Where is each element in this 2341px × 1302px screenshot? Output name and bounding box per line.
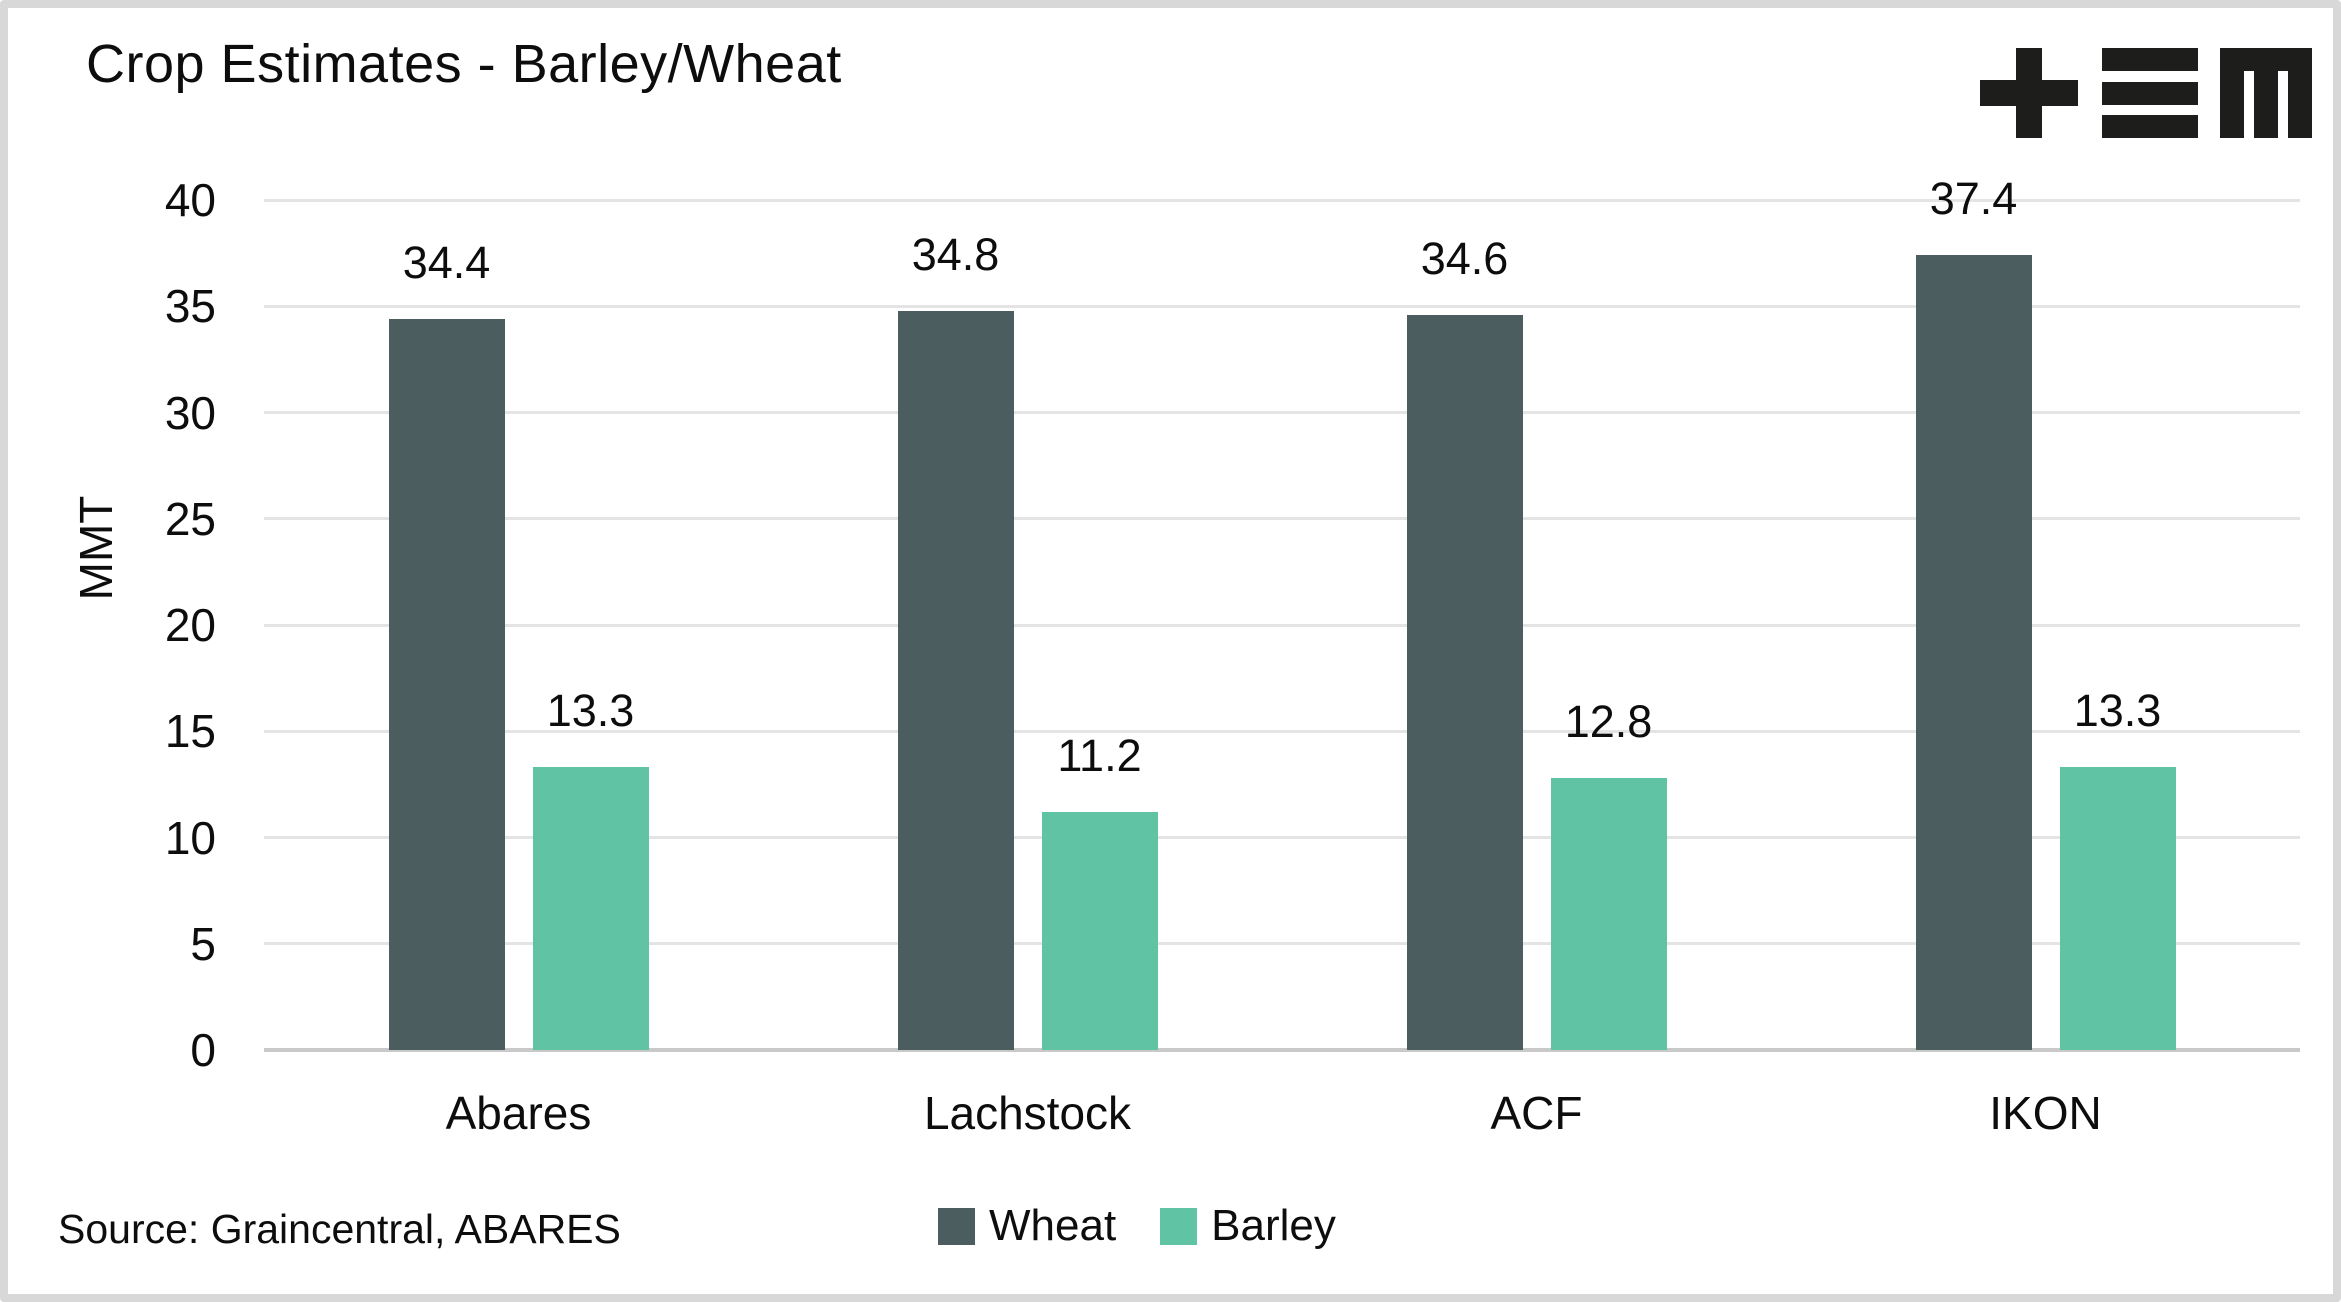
bar-barley-lachstock xyxy=(1041,812,1158,1050)
gridline xyxy=(264,198,2300,202)
gridline xyxy=(264,942,2300,946)
bar-wheat-acf xyxy=(1406,314,1523,1050)
legend-label-barley: Barley xyxy=(1211,1201,1336,1250)
y-tick-label: 0 xyxy=(190,1024,216,1076)
legend-label-wheat: Wheat xyxy=(989,1201,1117,1250)
x-axis-label-lachstock: Lachstock xyxy=(923,1087,1132,1139)
gridline xyxy=(264,729,2300,733)
legend-swatch-barley xyxy=(1160,1207,1198,1245)
legend: Wheat Barley xyxy=(938,1200,1336,1252)
bar-barley-abares xyxy=(532,767,649,1050)
value-label-wheat-acf: 34.6 xyxy=(1420,232,1509,284)
bar-wheat-ikon xyxy=(1915,255,2032,1050)
value-label-wheat-lachstock: 34.8 xyxy=(911,228,1000,280)
x-axis-label-abares: Abares xyxy=(445,1087,592,1139)
y-tick-label: 15 xyxy=(164,705,216,758)
legend-item-barley: Barley xyxy=(1160,1200,1336,1252)
chart-title: Crop Estimates - Barley/Wheat xyxy=(86,34,842,94)
m-icon xyxy=(2220,48,2312,138)
gridline xyxy=(264,836,2300,839)
plus-icon xyxy=(1980,48,2078,138)
y-tick-label: 40 xyxy=(164,174,216,226)
y-tick-label: 30 xyxy=(164,386,216,439)
gridline xyxy=(264,517,2300,521)
source-note: Source: Graincentral, ABARES xyxy=(58,1206,621,1252)
bar-barley-acf xyxy=(1550,778,1667,1050)
gridline xyxy=(264,411,2300,414)
y-tick-label: 25 xyxy=(164,492,216,545)
bar-wheat-abares xyxy=(388,319,505,1050)
bar-wheat-lachstock xyxy=(897,310,1014,1050)
gridline xyxy=(264,623,2300,627)
tem-logo xyxy=(1980,48,2312,138)
y-tick-label: 20 xyxy=(164,599,216,651)
triple-bar-icon xyxy=(2102,48,2198,138)
value-label-barley-acf: 12.8 xyxy=(1564,696,1653,747)
y-tick-label: 10 xyxy=(164,811,216,864)
value-label-barley-abares: 13.3 xyxy=(546,685,635,737)
gridline xyxy=(264,304,2300,308)
y-tick-label: 35 xyxy=(164,280,216,333)
value-label-barley-ikon: 13.3 xyxy=(2073,685,2162,737)
x-axis-label-ikon: IKON xyxy=(1989,1087,2102,1139)
value-label-wheat-abares: 34.4 xyxy=(402,237,491,288)
legend-item-wheat: Wheat xyxy=(938,1200,1116,1252)
bar-barley-ikon xyxy=(2059,767,2176,1050)
value-label-wheat-ikon: 37.4 xyxy=(1929,173,2018,225)
value-label-barley-lachstock: 11.2 xyxy=(1057,730,1142,781)
legend-swatch-wheat xyxy=(938,1207,975,1245)
x-axis-line xyxy=(264,1048,2300,1052)
x-axis-label-acf: ACF xyxy=(1490,1087,1583,1139)
y-tick-label: 5 xyxy=(190,917,216,970)
